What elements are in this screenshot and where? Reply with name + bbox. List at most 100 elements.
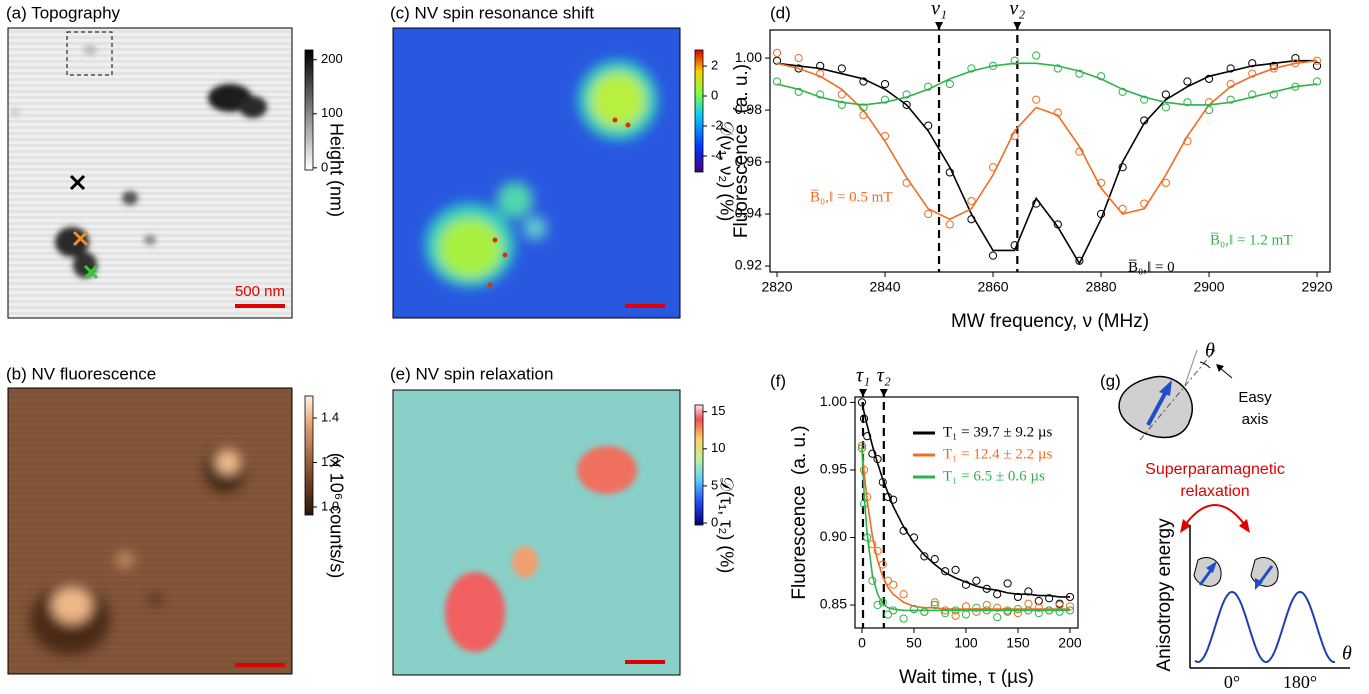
data-point [837, 100, 846, 109]
data-point [889, 495, 898, 504]
data-point [1269, 61, 1278, 70]
data-point [1226, 64, 1235, 73]
easy-axis-label: Easy [1238, 389, 1272, 406]
x-axis-label: MW frequency, ν (MHz) [951, 311, 1149, 332]
data-point [924, 209, 933, 219]
data-point [930, 598, 939, 607]
data-point [772, 77, 782, 86]
series-label: B̅₀,‖ = 0 [1128, 259, 1175, 275]
data-point [794, 64, 803, 73]
data-point [883, 610, 893, 619]
marker-arrow [1013, 22, 1022, 30]
fit-line [776, 59, 1318, 221]
data-point [1003, 607, 1012, 616]
data-point [1204, 105, 1214, 115]
marker-arrow [859, 389, 868, 397]
series-label: B̅₀,‖ = 1.2 mT [1210, 232, 1293, 248]
colorbar-label: 𝒟(τ₁, τ₂) (%) [716, 477, 736, 574]
legend-entry: T₁ = 12.4 ± 2.2 µs [943, 446, 1052, 462]
fit-line [861, 402, 1070, 598]
x-tick-label: 2880 [1085, 279, 1116, 295]
marker-arrow [935, 22, 944, 30]
colorbar-tick-label: 0 [711, 514, 718, 529]
theta-axis-label: θ [1342, 643, 1352, 665]
data-point [1226, 95, 1235, 104]
y-tick-label: 0.98 [735, 101, 762, 117]
y-tick-label: 0.96 [735, 153, 762, 169]
data-point [880, 95, 890, 104]
colorbar-tick-label: -4 [711, 147, 723, 162]
x-axis-label: Wait time, τ (µs) [899, 667, 1034, 688]
map-a [7, 27, 293, 319]
x-tick-label: 2820 [761, 279, 792, 295]
colorbar-tick-label: 1.4 [321, 409, 339, 424]
data-point [951, 565, 960, 575]
y-tick-label: 0.90 [820, 528, 847, 544]
colorbar [694, 404, 704, 526]
map-b [7, 387, 293, 675]
data-point [930, 555, 939, 564]
data-point [1032, 95, 1041, 104]
y-tick-label: 0.92 [735, 257, 762, 273]
data-point [816, 69, 825, 78]
data-point [1034, 609, 1043, 618]
colorbar-tick-label: 100 [321, 105, 343, 120]
colorbar-tick-label: 1.2 [321, 454, 339, 469]
data-point [1096, 72, 1106, 81]
marker-label: τ₁ [856, 365, 870, 387]
y-axis-label: Fluorescence (a. u.) [789, 425, 810, 599]
x-tick-label: 200 [1058, 635, 1082, 651]
data-point [920, 552, 929, 561]
data-point [1003, 579, 1012, 588]
colorbar-label: Height (nm) [326, 123, 346, 217]
marker-arrow [879, 389, 888, 397]
colorbar-label: 𝒟(ν₁, ν₂) (%) [716, 121, 736, 221]
y-tick-label: 1.00 [820, 393, 847, 409]
data-point [878, 598, 887, 607]
data-point [945, 79, 954, 89]
data-point [961, 610, 971, 619]
fit-line [861, 448, 1070, 612]
data-point [889, 606, 898, 615]
x-tick-label: 150 [1006, 635, 1030, 651]
map-e [392, 389, 681, 676]
data-point [1075, 69, 1084, 78]
data-point [1291, 53, 1300, 63]
data-point [1248, 90, 1257, 99]
map-c [392, 27, 681, 319]
energy-axis-label: Anisotropy energy [1154, 518, 1175, 672]
data-point [1248, 59, 1257, 68]
panel-title: (a) Topography [6, 3, 121, 22]
data-point [859, 103, 868, 112]
marker-label: ν₁ [931, 0, 947, 20]
series-label: B̅₀,‖ = 0.5 mT [810, 189, 893, 205]
data-point [972, 576, 981, 585]
data-point [899, 614, 908, 623]
data-point [868, 449, 877, 458]
data-point [1248, 69, 1257, 78]
data-point [1183, 98, 1192, 107]
data-point [993, 603, 1002, 612]
data-point [1161, 90, 1170, 99]
x-tick-label: 2860 [977, 279, 1008, 295]
data-point [967, 64, 976, 73]
legend-entry: T₁ = 6.5 ± 0.6 µs [943, 468, 1045, 484]
diagram-shapes [1118, 349, 1350, 669]
data-point [945, 220, 954, 229]
x-tick-label: 100 [954, 635, 978, 651]
data-point [924, 82, 933, 91]
x-tick-label: 2920 [1301, 279, 1332, 295]
data-point [1161, 178, 1170, 187]
colorbar-tick-label: 0 [321, 159, 328, 174]
colorbar-tick-label: 10 [711, 440, 725, 455]
colorbar-tick-label: 0 [711, 87, 718, 102]
data-point [1045, 594, 1054, 603]
colorbar [304, 395, 314, 516]
angle-tick-label: 0° [1224, 672, 1240, 692]
panel-title: (c) NV spin resonance shift [390, 3, 594, 22]
data-point [816, 90, 825, 99]
data-point [899, 590, 908, 599]
data-point [1032, 51, 1041, 60]
